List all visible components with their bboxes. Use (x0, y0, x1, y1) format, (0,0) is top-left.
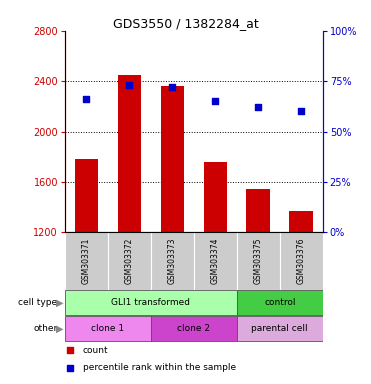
Bar (289, 211, 313, 232)
Bar (237, 316, 323, 341)
Text: GLI1 transformed: GLI1 transformed (111, 298, 190, 307)
Point (255, 104, 261, 111)
Text: ▶: ▶ (56, 324, 63, 334)
Point (298, 108, 304, 114)
Point (67, 348, 73, 353)
Point (127, 82, 132, 88)
Bar (280, 232, 323, 290)
Bar (65, 316, 151, 341)
Text: ▶: ▶ (56, 298, 63, 308)
Bar (246, 189, 270, 232)
Text: other: other (33, 324, 58, 333)
Point (170, 84, 175, 90)
Bar (65, 290, 237, 315)
Bar (65, 232, 108, 290)
Text: GSM303371: GSM303371 (82, 238, 91, 284)
Text: cell type: cell type (19, 298, 58, 307)
Bar (118, 75, 141, 232)
Bar (161, 86, 184, 232)
Bar (237, 232, 280, 290)
Bar (204, 162, 227, 232)
Bar (194, 232, 237, 290)
Text: GSM303372: GSM303372 (125, 238, 134, 284)
Text: count: count (83, 346, 109, 355)
Point (212, 98, 218, 104)
Point (67, 365, 73, 371)
Text: GSM303375: GSM303375 (254, 238, 263, 285)
Text: clone 1: clone 1 (91, 324, 124, 333)
Bar (151, 232, 194, 290)
Text: clone 2: clone 2 (177, 324, 210, 333)
Text: percentile rank within the sample: percentile rank within the sample (83, 363, 236, 372)
Bar (75, 159, 98, 232)
Text: GSM303373: GSM303373 (168, 238, 177, 285)
Text: GSM303374: GSM303374 (211, 238, 220, 285)
Bar (151, 316, 237, 341)
Point (83, 96, 89, 102)
Text: parental cell: parental cell (252, 324, 308, 333)
Text: GSM303376: GSM303376 (297, 238, 306, 285)
Bar (237, 290, 323, 315)
Text: GDS3550 / 1382284_at: GDS3550 / 1382284_at (113, 17, 258, 30)
Bar (108, 232, 151, 290)
Text: control: control (264, 298, 296, 307)
